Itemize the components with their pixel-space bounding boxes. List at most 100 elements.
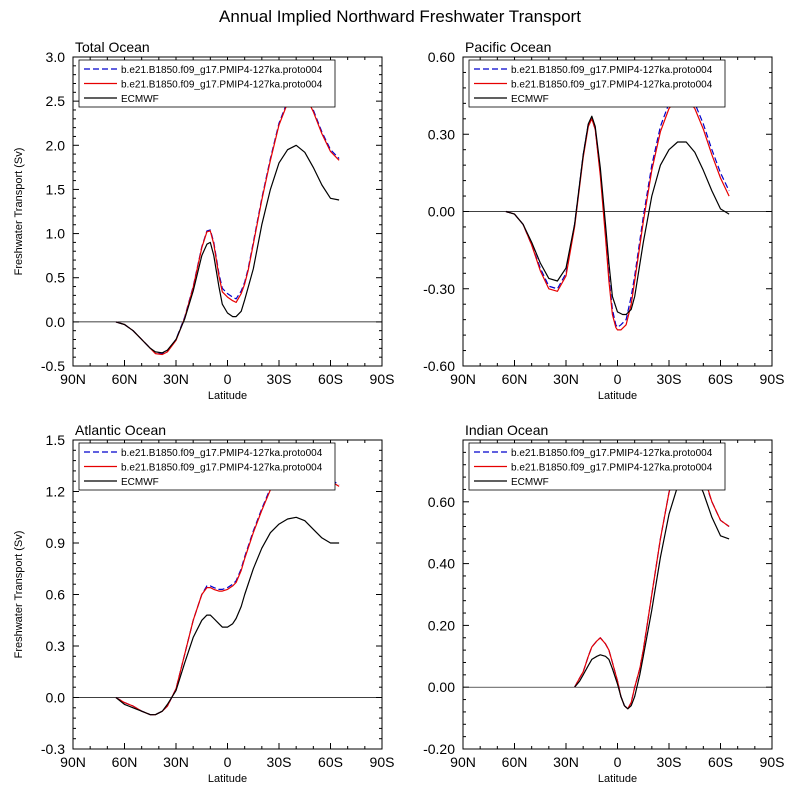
panel-3: 90N 60N 30N 0 30S 60S 90S -0.3 0.0 0.3 0.6 0.9 1.2 1.…	[13, 422, 394, 785]
legend-label: b.e21.B1850.f09_g17.PMIP4-127ka.proto004	[121, 65, 323, 76]
x-tick-label: 90S	[760, 371, 785, 387]
x-tick-label: 30S	[657, 371, 682, 387]
y-tick-label: 0.6	[46, 587, 66, 603]
series-line-3	[115, 144, 340, 354]
series-line-2	[115, 89, 340, 356]
y-tick-label: 0.60	[428, 494, 455, 510]
x-tick-label: 0	[614, 754, 622, 770]
x-tick-label: 90N	[60, 371, 86, 387]
x-tick-label: 90S	[760, 754, 785, 770]
x-tick-label: 0	[224, 371, 232, 387]
y-tick-label: -0.5	[41, 358, 65, 374]
panel-4: 90N 60N 30N 0 30S 60S 90S -0.20 0.00 0.20 0.40 0.60…	[423, 422, 784, 785]
y-tick-label: 0.9	[46, 535, 66, 551]
legend: b.e21.B1850.f09_g17.PMIP4-127ka.proto004…	[78, 442, 336, 491]
y-tick-label: 0.5	[46, 270, 66, 286]
panel-title: Total Ocean	[75, 39, 150, 55]
x-tick-label: 60N	[112, 371, 138, 387]
x-tick-label: 60S	[318, 371, 343, 387]
y-tick-label: 3.0	[46, 49, 66, 65]
x-tick-label: 30N	[163, 754, 189, 770]
panel-2: 90N 60N 30N 0 30S 60S 90S -0.60 -0.30 0.00 0.30 0.6…	[423, 39, 784, 402]
y-tick-label: -0.60	[423, 358, 455, 374]
panel-title: Indian Ocean	[465, 422, 548, 438]
y-tick-label: 1.5	[46, 432, 66, 448]
x-tick-label: 60S	[708, 371, 733, 387]
legend-box	[468, 442, 726, 491]
x-tick-label: 30S	[267, 371, 292, 387]
legend-label: ECMWF	[121, 94, 159, 105]
x-tick-label: 60N	[502, 754, 528, 770]
y-tick-label: 2.5	[46, 93, 66, 109]
x-tick-label: 30N	[163, 371, 189, 387]
y-tick-label: -0.3	[41, 741, 65, 757]
x-tick-label: 90N	[60, 754, 86, 770]
series-line-3	[505, 115, 730, 316]
legend-box	[468, 59, 726, 108]
x-tick-label: 30S	[657, 754, 682, 770]
legend-label: ECMWF	[511, 477, 549, 488]
y-tick-label: 0.0	[46, 690, 66, 706]
panel-title: Atlantic Ocean	[75, 422, 166, 438]
legend-box	[78, 442, 336, 491]
figure-title: Annual Implied Northward Freshwater Tran…	[219, 7, 581, 26]
panel-title: Pacific Ocean	[465, 39, 551, 55]
y-axis-label: Freshwater Transport (Sv)	[13, 531, 25, 659]
y-tick-label: 0.0	[46, 314, 66, 330]
y-tick-label: 0.60	[428, 49, 455, 65]
legend-label: b.e21.B1850.f09_g17.PMIP4-127ka.proto004	[511, 80, 713, 91]
legend-label: b.e21.B1850.f09_g17.PMIP4-127ka.proto004	[511, 65, 713, 76]
legend-label: b.e21.B1850.f09_g17.PMIP4-127ka.proto004	[121, 463, 323, 474]
legend: b.e21.B1850.f09_g17.PMIP4-127ka.proto004…	[468, 442, 726, 491]
y-tick-label: 0.00	[428, 679, 455, 695]
y-tick-label: 1.5	[46, 181, 66, 197]
legend-label: b.e21.B1850.f09_g17.PMIP4-127ka.proto004	[511, 463, 713, 474]
legend-label: b.e21.B1850.f09_g17.PMIP4-127ka.proto004	[121, 80, 323, 91]
x-axis-label: Latitude	[208, 773, 247, 785]
y-tick-label: -0.30	[423, 281, 455, 297]
x-tick-label: 60S	[318, 754, 343, 770]
x-tick-label: 0	[614, 371, 622, 387]
x-tick-label: 90N	[450, 754, 476, 770]
x-tick-label: 90S	[370, 754, 395, 770]
series-line-3	[115, 516, 340, 716]
legend-label: ECMWF	[511, 94, 549, 105]
legend: b.e21.B1850.f09_g17.PMIP4-127ka.proto004…	[78, 59, 336, 108]
series-line-2	[505, 97, 730, 331]
x-tick-label: 60N	[112, 754, 138, 770]
panel-1: 90N 60N 30N 0 30S 60S 90S -0.5 0.0 0.5 1.0 1.5 2.0 2.…	[13, 39, 394, 402]
x-tick-label: 0	[224, 754, 232, 770]
x-tick-label: 30N	[553, 754, 579, 770]
series-line-2	[115, 456, 340, 716]
y-tick-label: 0.3	[46, 638, 66, 654]
x-tick-label: 60N	[502, 371, 528, 387]
legend-label: b.e21.B1850.f09_g17.PMIP4-127ka.proto004	[511, 448, 713, 459]
y-tick-label: 0.30	[428, 126, 455, 142]
x-tick-label: 30N	[553, 371, 579, 387]
x-tick-label: 90N	[450, 371, 476, 387]
x-axis-label: Latitude	[598, 773, 637, 785]
legend: b.e21.B1850.f09_g17.PMIP4-127ka.proto004…	[468, 59, 726, 108]
y-axis-label: Freshwater Transport (Sv)	[13, 148, 25, 276]
y-tick-label: 0.00	[428, 204, 455, 220]
series-line-1	[115, 454, 340, 716]
y-tick-label: -0.20	[423, 741, 455, 757]
x-tick-label: 60S	[708, 754, 733, 770]
x-tick-label: 90S	[370, 371, 395, 387]
x-axis-label: Latitude	[598, 390, 637, 402]
y-tick-label: 1.2	[46, 484, 66, 500]
y-tick-label: 0.20	[428, 617, 455, 633]
legend-label: b.e21.B1850.f09_g17.PMIP4-127ka.proto004	[121, 448, 323, 459]
legend-box	[78, 59, 336, 108]
y-tick-label: 0.40	[428, 556, 455, 572]
x-tick-label: 30S	[267, 754, 292, 770]
legend-label: ECMWF	[121, 477, 159, 488]
series-line-3	[574, 470, 730, 710]
y-tick-label: 1.0	[46, 226, 66, 242]
x-axis-label: Latitude	[208, 390, 247, 402]
panels: 90N 60N 30N 0 30S 60S 90S -0.5 0.0 0.5 1.0 1.5 2.0 2.…	[13, 39, 784, 785]
series-line-1	[115, 87, 340, 355]
series-line-1	[505, 92, 730, 328]
y-tick-label: 2.0	[46, 137, 66, 153]
